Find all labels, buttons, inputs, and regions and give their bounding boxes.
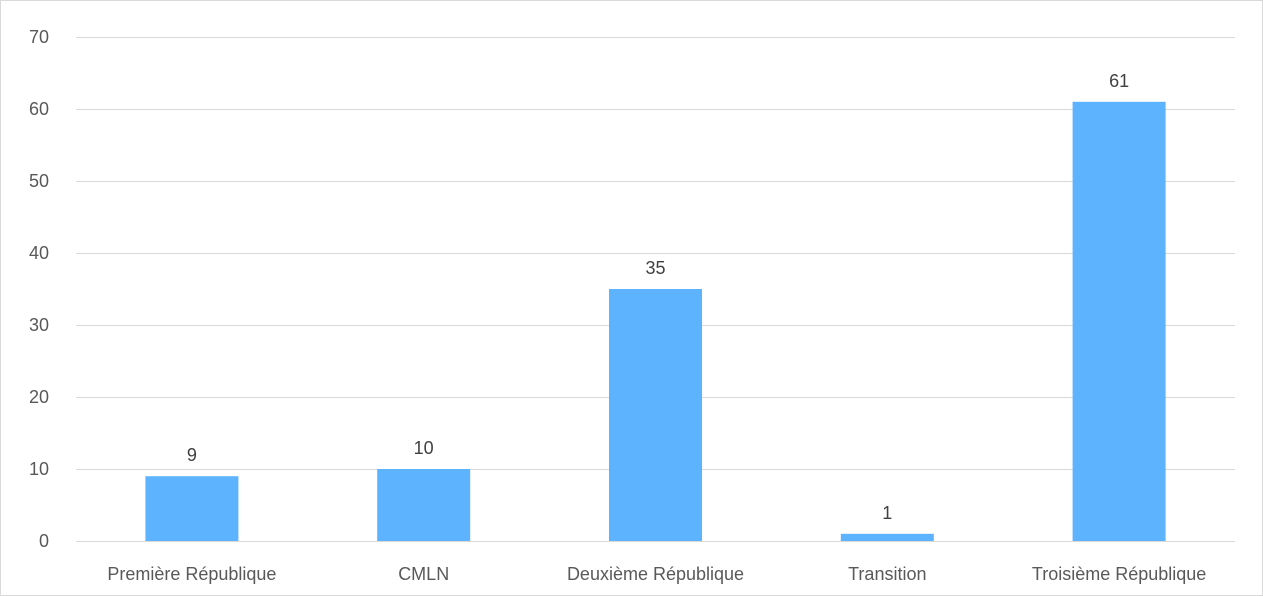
y-tick-label: 50 [29,171,49,191]
data-label: 10 [414,438,434,458]
x-tick-label: Troisième République [1032,564,1206,584]
x-tick-label: Deuxième République [567,564,744,584]
data-label: 35 [645,258,665,278]
bar [840,533,934,541]
x-tick-label: Première République [107,564,276,584]
x-axis: Première République CMLN Deuxième Républiq… [107,564,1206,584]
bar [377,469,471,541]
data-label: 61 [1109,71,1129,91]
bar [609,289,702,541]
x-tick-label: Transition [848,564,926,584]
data-labels: 9 10 35 1 61 [187,71,1129,523]
y-tick-label: 30 [29,315,49,335]
x-tick-label: CMLN [398,564,449,584]
bars [145,101,1166,542]
y-axis: 0 10 20 30 40 50 60 70 [29,27,49,551]
y-tick-label: 40 [29,243,49,263]
y-tick-label: 10 [29,459,49,479]
y-tick-label: 20 [29,387,49,407]
data-label: 1 [882,503,892,523]
y-tick-label: 70 [29,27,49,47]
bar [145,476,239,541]
data-label: 9 [187,445,197,465]
y-tick-label: 0 [39,531,49,551]
y-tick-label: 60 [29,99,49,119]
bar [1072,101,1166,542]
